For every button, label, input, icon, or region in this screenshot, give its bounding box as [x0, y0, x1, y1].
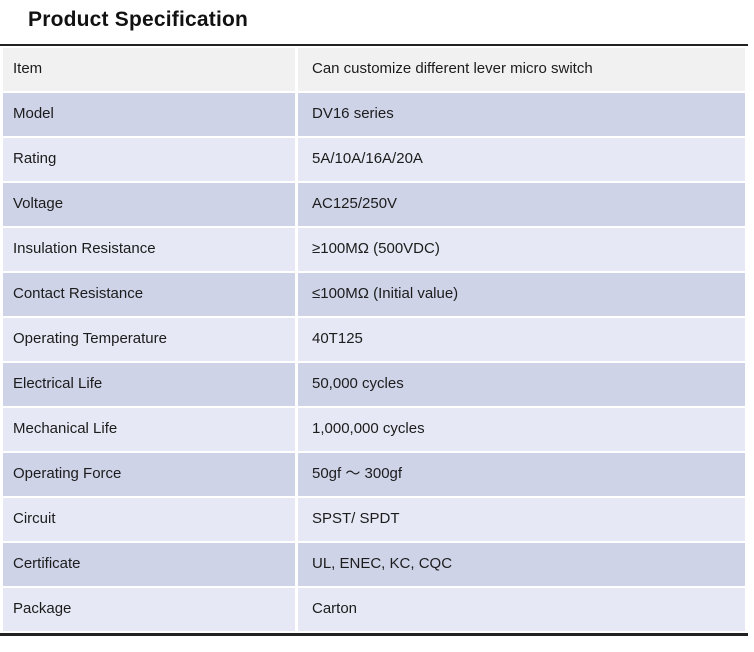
- spec-table: Item Can customize different lever micro …: [0, 44, 748, 636]
- spec-value-cell: 50gf ～ 300gf: [298, 453, 745, 496]
- table-row: Insulation Resistance ≥100MΩ (500VDC): [3, 228, 745, 271]
- spec-label-cell: Mechanical Life: [3, 408, 295, 451]
- table-row: Model DV16 series: [3, 93, 745, 136]
- table-row: Contact Resistance ≤100MΩ (Initial value): [3, 273, 745, 316]
- spec-value-cell: Carton: [298, 588, 745, 631]
- table-row: Mechanical Life 1,000,000 cycles: [3, 408, 745, 451]
- spec-label-cell: Insulation Resistance: [3, 228, 295, 271]
- spec-label-cell: Certificate: [3, 543, 295, 586]
- table-row: Item Can customize different lever micro …: [3, 48, 745, 91]
- spec-table-body: Item Can customize different lever micro …: [3, 48, 745, 631]
- table-row: Operating Force 50gf ～ 300gf: [3, 453, 745, 496]
- spec-value-cell: SPST/ SPDT: [298, 498, 745, 541]
- spec-label-cell: Operating Force: [3, 453, 295, 496]
- table-row: Certificate UL, ENEC, KC, CQC: [3, 543, 745, 586]
- spec-label-cell: Operating Temperature: [3, 318, 295, 361]
- table-row: Operating Temperature 40T125: [3, 318, 745, 361]
- spec-value-cell: 5A/10A/16A/20A: [298, 138, 745, 181]
- spec-value-cell: 50,000 cycles: [298, 363, 745, 406]
- spec-value-cell: DV16 series: [298, 93, 745, 136]
- spec-label-cell: Rating: [3, 138, 295, 181]
- spec-value-cell: Can customize different lever micro swit…: [298, 48, 745, 91]
- table-row: Voltage AC125/250V: [3, 183, 745, 226]
- spec-value-cell: ≤100MΩ (Initial value): [298, 273, 745, 316]
- spec-label-cell: Contact Resistance: [3, 273, 295, 316]
- spec-value-cell: ≥100MΩ (500VDC): [298, 228, 745, 271]
- spec-value-cell: 40T125: [298, 318, 745, 361]
- table-row: Package Carton: [3, 588, 745, 631]
- table-row: Circuit SPST/ SPDT: [3, 498, 745, 541]
- table-row: Electrical Life 50,000 cycles: [3, 363, 745, 406]
- spec-value-cell: AC125/250V: [298, 183, 745, 226]
- spec-label-cell: Circuit: [3, 498, 295, 541]
- page-title: Product Specification: [28, 8, 249, 31]
- spec-label-cell: Item: [3, 48, 295, 91]
- table-row: Rating 5A/10A/16A/20A: [3, 138, 745, 181]
- spec-value-cell: 1,000,000 cycles: [298, 408, 745, 451]
- spec-label-cell: Package: [3, 588, 295, 631]
- spec-value-cell: UL, ENEC, KC, CQC: [298, 543, 745, 586]
- spec-label-cell: Model: [3, 93, 295, 136]
- spec-label-cell: Electrical Life: [3, 363, 295, 406]
- spec-label-cell: Voltage: [3, 183, 295, 226]
